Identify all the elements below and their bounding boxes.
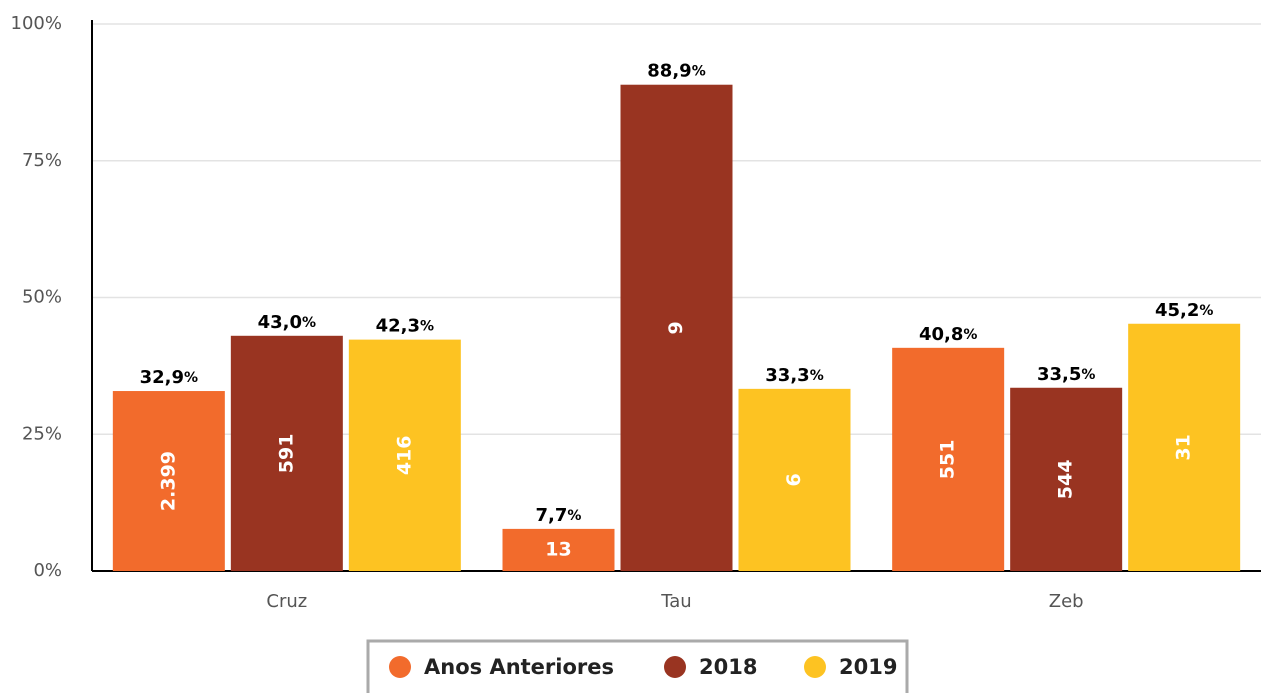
x-tick-label: Tau (660, 591, 691, 612)
x-tick-label: Zeb (1049, 591, 1084, 612)
bar (112, 391, 225, 571)
count-label: 6 (783, 473, 805, 486)
value-label: 33,3% (765, 365, 823, 386)
bar (738, 388, 851, 571)
bar (348, 339, 461, 571)
value-label: 45,2% (1155, 300, 1213, 321)
value-label: 88,9% (647, 61, 705, 82)
count-label: 416 (393, 435, 415, 475)
value-label: 32,9% (140, 367, 198, 388)
count-label: 2.399 (157, 451, 179, 511)
count-label: 31 (1173, 434, 1195, 460)
bar (892, 347, 1005, 571)
legend-marker (389, 656, 411, 678)
value-label: 40,8% (919, 324, 977, 345)
bar (502, 528, 615, 571)
legend-label: 2018 (699, 655, 757, 679)
count-label: 13 (545, 538, 571, 560)
bar (1128, 323, 1241, 571)
y-tick-label: 25% (22, 423, 62, 444)
y-tick-label: 75% (22, 150, 62, 171)
legend-label: 2019 (839, 655, 897, 679)
count-label: 551 (937, 440, 959, 480)
count-label: 9 (665, 321, 687, 334)
count-label: 591 (275, 434, 297, 474)
y-tick-label: 0% (33, 560, 62, 581)
value-label: 33,5% (1037, 364, 1095, 385)
count-label: 544 (1055, 460, 1077, 500)
y-tick-label: 50% (22, 287, 62, 308)
value-label: 42,3% (376, 316, 434, 337)
legend-label: Anos Anteriores (424, 655, 614, 679)
bar (230, 335, 343, 571)
bar (1010, 387, 1123, 571)
y-tick-label: 100% (11, 13, 62, 34)
legend-marker (804, 656, 826, 678)
legend-marker (664, 656, 686, 678)
value-label: 7,7% (536, 505, 582, 526)
value-label: 43,0% (258, 312, 316, 333)
bar (620, 84, 733, 571)
x-tick-label: Cruz (266, 591, 307, 612)
